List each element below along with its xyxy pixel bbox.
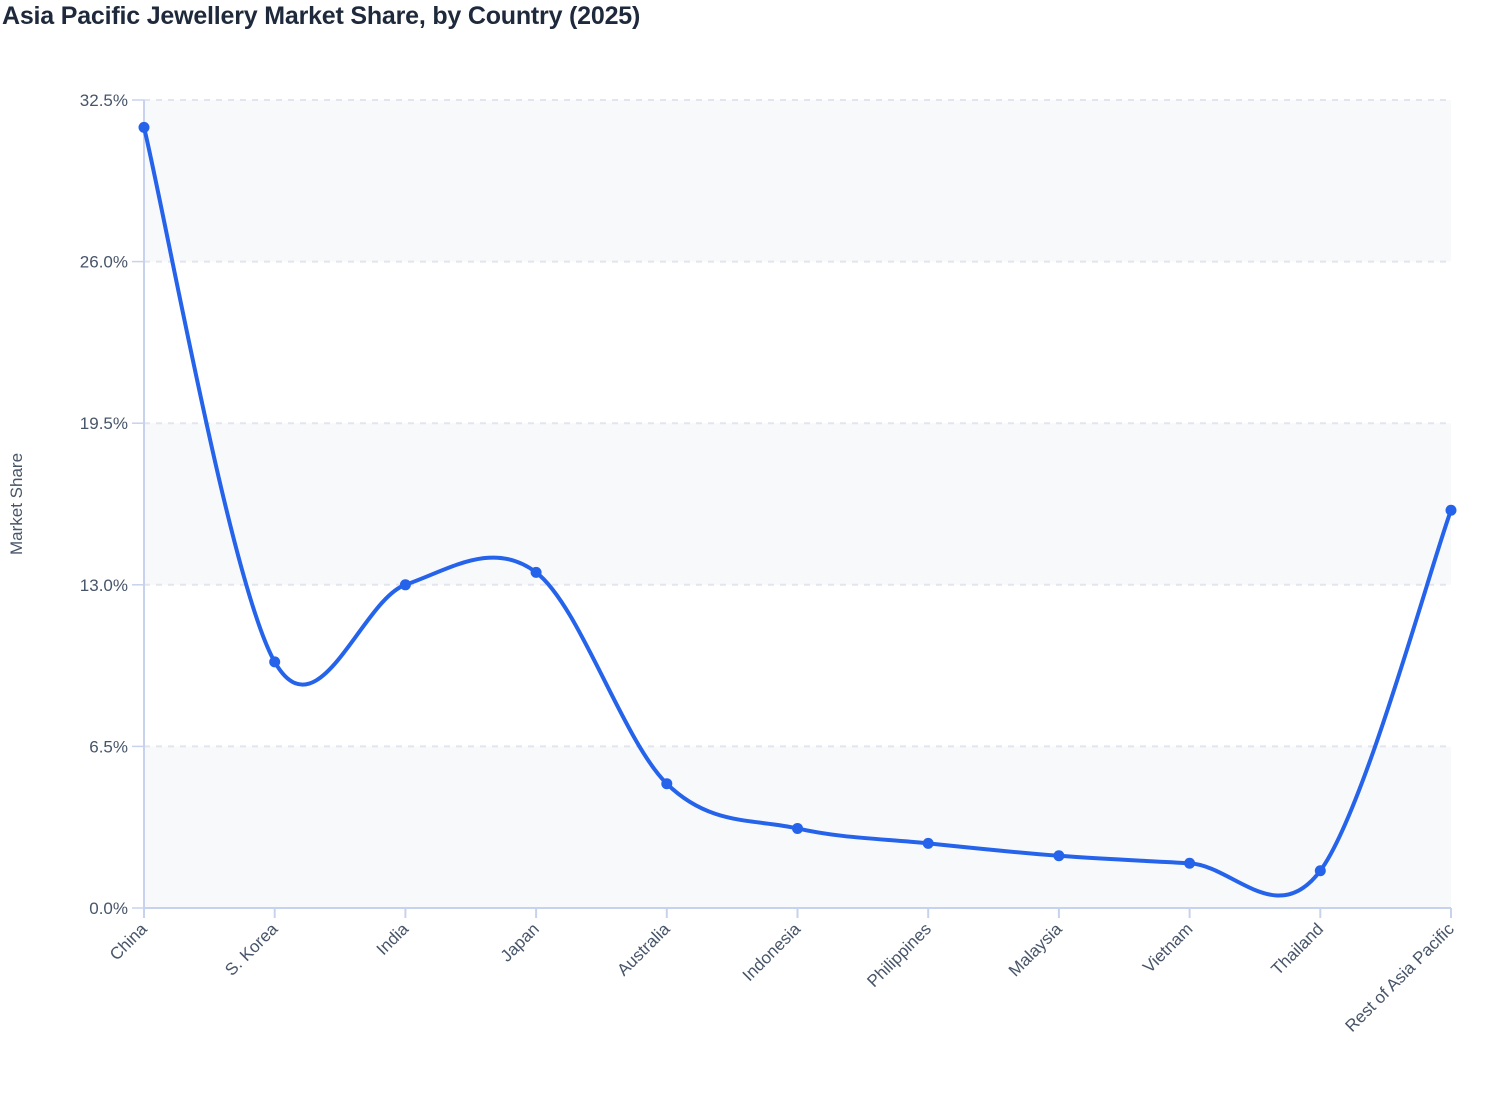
data-point-indonesia[interactable]	[792, 822, 803, 834]
y-tick-label: 19.5%	[80, 414, 128, 433]
x-tick-label: Indonesia	[739, 919, 805, 985]
y-tick-label: 26.0%	[80, 253, 128, 272]
y-axis-title: Market Share	[7, 453, 26, 555]
data-point-thailand[interactable]	[1314, 865, 1326, 877]
data-point-japan[interactable]	[530, 566, 542, 578]
chart-title: Asia Pacific Jewellery Market Share, by …	[2, 2, 641, 30]
plot-background-bands	[144, 100, 1451, 908]
x-tick-label: S. Korea	[221, 919, 282, 980]
x-tick-label: Malaysia	[1005, 919, 1066, 980]
data-point-vietnam[interactable]	[1184, 857, 1196, 869]
y-tick-label: 0.0%	[89, 899, 128, 918]
x-tick-label: Vietnam	[1139, 919, 1196, 976]
y-tick-label: 32.5%	[80, 91, 128, 110]
data-points	[138, 121, 1457, 877]
x-tick-label: Japan	[497, 919, 543, 965]
data-point-s-korea[interactable]	[269, 656, 281, 668]
x-axis-ticks: China S. Korea India Japan Australia Indonesi…	[106, 908, 1458, 1036]
grid-band	[144, 423, 1451, 585]
y-tick-label: 6.5%	[89, 737, 128, 756]
x-tick-label: Australia	[613, 919, 674, 980]
data-point-australia[interactable]	[661, 778, 673, 790]
data-point-rest-of-asia-pacific[interactable]	[1445, 504, 1457, 516]
x-tick-label: Thailand	[1268, 919, 1328, 979]
x-tick-label: China	[106, 919, 151, 964]
y-tick-label: 13.0%	[80, 576, 128, 595]
gridlines	[144, 99, 1451, 748]
x-tick-label: India	[373, 919, 413, 959]
data-point-philippines[interactable]	[922, 837, 934, 849]
y-axis-ticks: 0.0% 6.5% 13.0% 19.5% 26.0% 32.5%	[80, 91, 144, 918]
grid-band	[144, 100, 1451, 262]
data-point-china[interactable]	[138, 121, 150, 133]
data-point-malaysia[interactable]	[1053, 850, 1065, 862]
x-tick-label: Rest of Asia Pacific	[1341, 919, 1458, 1036]
data-point-india[interactable]	[399, 579, 411, 591]
series-line	[142, 125, 1453, 898]
x-tick-label: Philippines	[863, 919, 935, 991]
